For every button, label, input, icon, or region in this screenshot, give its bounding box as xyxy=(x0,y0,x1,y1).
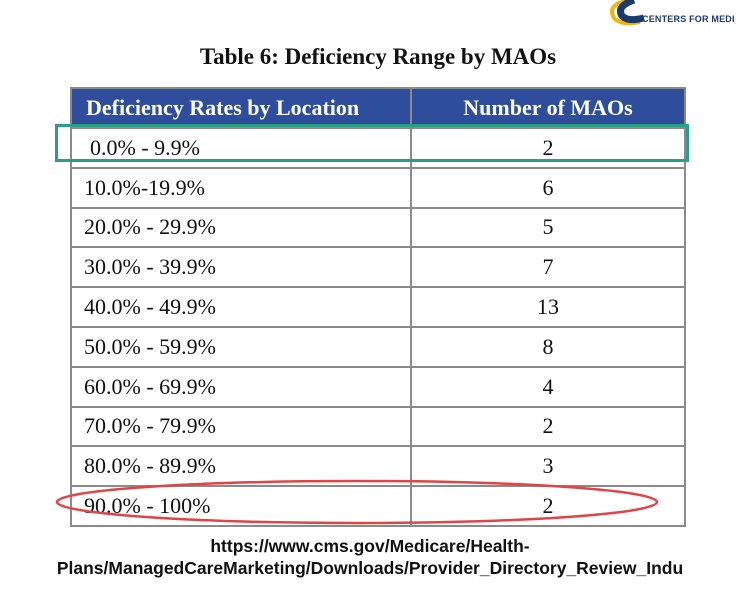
source-url-line-2: Plans/ManagedCareMarketing/Downloads/Pro… xyxy=(56,558,684,578)
table-title: Table 6: Deficiency Range by MAOs xyxy=(199,44,557,69)
range-cell: 50.0% - 59.9% xyxy=(70,325,412,368)
range-cell: 90.0% - 100% xyxy=(70,485,412,527)
table-row: 70.0% - 79.9% 2 xyxy=(70,405,686,448)
table-row: 50.0% - 59.9% 8 xyxy=(70,325,686,368)
column-header-maos: Number of MAOs xyxy=(410,87,686,129)
range-cell: 30.0% - 39.9% xyxy=(70,246,412,289)
table-row: 40.0% - 49.9% 13 xyxy=(70,286,686,328)
count-cell: 2 xyxy=(410,405,686,448)
cms-logo: CENTERS FOR MEDI xyxy=(600,0,740,34)
table-row: 80.0% - 89.9% 3 xyxy=(70,445,686,488)
range-cell: 40.0% - 49.9% xyxy=(70,286,412,328)
table-row: 60.0% - 69.9% 4 xyxy=(70,365,686,408)
last-row-circle-annotation xyxy=(55,479,659,525)
range-cell: 80.0% - 89.9% xyxy=(70,445,412,488)
range-cell: 10.0%-19.9% xyxy=(70,166,412,209)
table-row: 10.0%-19.9% 6 xyxy=(70,166,686,209)
table-header-row: Deficiency Rates by Location Number of M… xyxy=(70,87,686,129)
logo-text: CENTERS FOR MEDI xyxy=(642,14,735,24)
count-cell: 2 xyxy=(410,485,686,527)
table-row: 30.0% - 39.9% 7 xyxy=(70,246,686,289)
count-cell: 7 xyxy=(410,246,686,289)
cms-logo-icon xyxy=(610,0,645,26)
table-row: 90.0% - 100% 2 xyxy=(70,485,686,527)
range-cell: 70.0% - 79.9% xyxy=(70,405,412,448)
first-row-highlight-box xyxy=(55,124,689,162)
count-cell: 13 xyxy=(410,286,686,328)
source-url-line-1: https://www.cms.gov/Medicare/Health- xyxy=(210,536,530,556)
table-row: 20.0% - 29.9% 5 xyxy=(70,206,686,249)
count-cell: 5 xyxy=(410,206,686,249)
range-cell: 20.0% - 29.9% xyxy=(70,206,412,249)
range-cell: 60.0% - 69.9% xyxy=(70,365,412,408)
column-header-rates: Deficiency Rates by Location xyxy=(70,87,412,129)
count-cell: 8 xyxy=(410,325,686,368)
count-cell: 6 xyxy=(410,166,686,209)
count-cell: 3 xyxy=(410,445,686,488)
count-cell: 4 xyxy=(410,365,686,408)
